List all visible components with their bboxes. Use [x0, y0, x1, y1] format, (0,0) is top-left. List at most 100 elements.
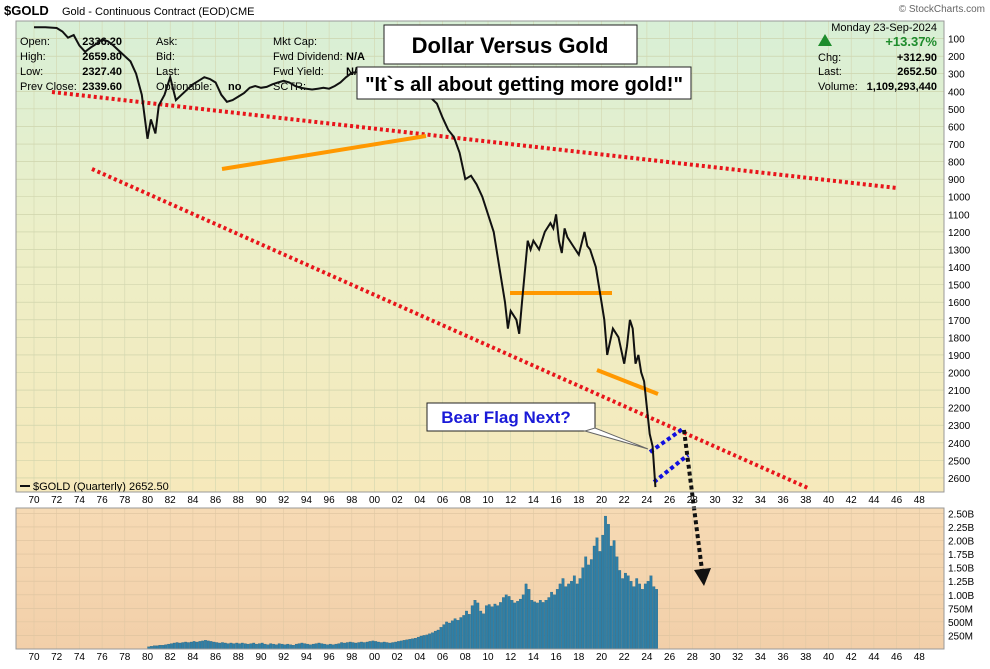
volume-bar [459, 617, 463, 650]
price-y-tick-label: 1400 [948, 263, 971, 274]
contract-description: Gold - Continuous Contract (EOD) [62, 6, 230, 18]
x-tick-label: 36 [778, 495, 790, 506]
x-tick-label: 80 [142, 495, 154, 506]
volume-bar [238, 643, 241, 650]
last-value: 2652.50 [897, 66, 937, 78]
up-arrow-icon [818, 34, 832, 46]
x-tick-label: 84 [187, 652, 199, 663]
price-y-tick-label: 200 [948, 52, 965, 63]
x-tick-label: 98 [346, 495, 358, 506]
volume-bar [538, 600, 542, 650]
x-tick-label: 48 [914, 495, 926, 506]
volume-bar [536, 602, 539, 650]
volume-bar [158, 645, 162, 650]
svg-text:no: no [228, 81, 242, 93]
volume-bar [263, 643, 267, 650]
bear-flag-lower [652, 453, 690, 484]
volume-value: 1,109,293,440 [867, 81, 937, 93]
price-y-tick-label: 1700 [948, 316, 971, 327]
volume-bar [229, 642, 233, 650]
volume-y-tick-label: 250M [948, 631, 973, 642]
projection-arrow [682, 429, 711, 586]
volume-bar [467, 614, 471, 650]
volume-bar [490, 606, 494, 650]
volume-bar [609, 545, 613, 650]
volume-bar [255, 643, 258, 650]
volume-bar [309, 644, 312, 650]
volume-bar [215, 642, 219, 650]
x-tick-label: 86 [210, 652, 222, 663]
volume-bar [555, 589, 559, 650]
volume-bar [419, 635, 423, 650]
volume-bar [181, 642, 185, 650]
price-legend: $GOLD (Quarterly) 2652.50 [20, 481, 169, 493]
svg-text:Ask:: Ask: [156, 36, 177, 48]
volume-bar [453, 618, 457, 650]
volume-bar [240, 642, 244, 650]
volume-bar [391, 642, 395, 650]
volume-bar [209, 641, 213, 650]
volume-y-tick-label: 1.50B [948, 564, 974, 575]
volume-bar [436, 629, 440, 650]
volume-bar [388, 642, 392, 650]
x-tick-label: 36 [778, 652, 790, 663]
svg-text:Fwd Yield:: Fwd Yield: [273, 66, 324, 78]
volume-bar [589, 559, 593, 650]
volume-bar [334, 643, 338, 650]
price-y-tick-label: 2100 [948, 386, 971, 397]
x-tick-label: 10 [482, 652, 494, 663]
volume-bar [581, 567, 585, 650]
volume-bar [326, 644, 329, 650]
price-y-tick-label: 400 [948, 87, 965, 98]
volume-bar [408, 639, 412, 650]
stat-sctr: SCTR: [273, 81, 306, 93]
volume-bar [482, 613, 485, 650]
volume-bar [587, 564, 590, 650]
volume-bar [246, 643, 250, 650]
x-tick-label: 20 [596, 652, 608, 663]
volume-bar [564, 586, 568, 650]
volume-y-tick-label: 2.50B [948, 509, 974, 520]
volume-bar [541, 602, 545, 650]
x-tick-label: 08 [460, 652, 472, 663]
price-y-tick-label: 600 [948, 122, 965, 133]
volume-bar [598, 551, 602, 650]
volume-bar [462, 615, 466, 650]
x-tick-label: 04 [414, 652, 426, 663]
volume-bar [641, 589, 644, 650]
volume-y-tick-label: 1.75B [948, 550, 974, 561]
volume-bar [201, 640, 204, 650]
volume-bar [164, 644, 168, 650]
x-tick-label: 82 [165, 652, 177, 663]
volume-bar [362, 642, 366, 650]
volume-bar [337, 643, 341, 650]
volume-y-tick-label: 1.25B [948, 577, 974, 588]
volume-bar [544, 600, 548, 650]
x-tick-label: 40 [823, 495, 835, 506]
volume-bar [172, 642, 176, 650]
x-tick-label: 10 [482, 495, 494, 506]
bear-flag-annotation: Bear Flag Next? [426, 402, 649, 450]
volume-bar [167, 643, 170, 650]
volume-bar [439, 627, 443, 650]
x-tick-label: 88 [233, 652, 245, 663]
svg-text:2339.60: 2339.60 [82, 81, 122, 93]
volume-bar [479, 610, 483, 650]
x-tick-label: 02 [392, 495, 404, 506]
x-tick-label: 76 [97, 652, 109, 663]
price-y-tick-label: 700 [948, 140, 965, 151]
volume-y-tick-label: 1.00B [948, 591, 974, 602]
volume-bar [345, 642, 349, 650]
volume-bar [632, 586, 636, 650]
volume-bar [592, 545, 596, 650]
volume-bar [402, 640, 406, 650]
volume-bar [303, 643, 307, 650]
volume-bar [638, 583, 641, 650]
volume-bar [382, 641, 386, 650]
x-tick-label: 70 [28, 495, 40, 506]
x-tick-label: 44 [868, 495, 880, 506]
volume-bar [578, 578, 582, 650]
quote-date: Monday 23-Sep-2024 [831, 22, 937, 34]
stat-optionable: Optionable: no [156, 81, 242, 93]
annotation-quote: "It`s all about getting more gold!" [365, 74, 683, 96]
